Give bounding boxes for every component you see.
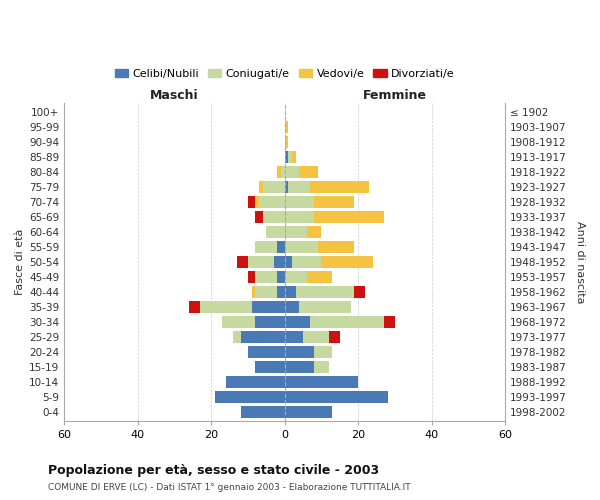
Bar (284, 226, 307, 238)
Bar (284, 121, 289, 134)
Bar (314, 196, 355, 208)
Bar (233, 331, 241, 343)
Bar (284, 241, 318, 254)
Bar (248, 256, 274, 268)
Bar (263, 181, 284, 194)
Bar (329, 331, 340, 343)
Bar (318, 241, 355, 254)
Bar (284, 361, 314, 373)
Bar (355, 286, 365, 298)
Bar (281, 166, 284, 178)
Bar (277, 286, 284, 298)
Bar (248, 271, 255, 283)
Bar (384, 316, 395, 328)
Bar (259, 181, 263, 194)
Bar (284, 316, 310, 328)
Bar (255, 271, 277, 283)
Bar (284, 181, 289, 194)
Text: Maschi: Maschi (150, 89, 199, 102)
Bar (284, 346, 314, 358)
Bar (255, 361, 284, 373)
Bar (292, 256, 322, 268)
Bar (314, 361, 329, 373)
Text: Popolazione per età, sesso e stato civile - 2003: Popolazione per età, sesso e stato civil… (48, 464, 379, 477)
Bar (299, 301, 351, 313)
Bar (251, 286, 255, 298)
Y-axis label: Anni di nascita: Anni di nascita (575, 221, 585, 304)
Bar (310, 181, 369, 194)
Bar (314, 211, 384, 224)
Bar (277, 166, 281, 178)
Bar (284, 286, 296, 298)
Bar (255, 241, 277, 254)
Bar (303, 331, 329, 343)
Bar (289, 151, 292, 164)
Bar (255, 196, 259, 208)
Bar (259, 196, 284, 208)
Bar (226, 376, 284, 388)
Bar (284, 391, 388, 403)
Bar (277, 241, 284, 254)
Text: Femmine: Femmine (363, 89, 427, 102)
Y-axis label: Fasce di età: Fasce di età (15, 229, 25, 296)
Bar (284, 331, 303, 343)
Bar (274, 256, 284, 268)
Bar (251, 301, 284, 313)
Bar (284, 256, 292, 268)
Bar (277, 271, 284, 283)
Bar (255, 286, 277, 298)
Bar (289, 181, 310, 194)
Bar (284, 151, 289, 164)
Bar (284, 196, 314, 208)
Bar (200, 301, 251, 313)
Bar (284, 376, 358, 388)
Bar (237, 256, 248, 268)
Bar (284, 211, 314, 224)
Bar (266, 226, 284, 238)
Bar (292, 151, 296, 164)
Bar (322, 256, 373, 268)
Bar (310, 316, 384, 328)
Text: COMUNE DI ERVE (LC) - Dati ISTAT 1° gennaio 2003 - Elaborazione TUTTITALIA.IT: COMUNE DI ERVE (LC) - Dati ISTAT 1° genn… (48, 484, 410, 492)
Bar (255, 211, 263, 224)
Bar (284, 166, 299, 178)
Bar (241, 406, 284, 418)
Bar (241, 331, 284, 343)
Bar (215, 391, 284, 403)
Bar (284, 301, 299, 313)
Bar (248, 346, 284, 358)
Bar (299, 166, 318, 178)
Bar (255, 316, 284, 328)
Bar (307, 271, 332, 283)
Bar (296, 286, 355, 298)
Bar (284, 136, 289, 148)
Bar (284, 271, 307, 283)
Legend: Celibi/Nubili, Coniugati/e, Vedovi/e, Divorziati/e: Celibi/Nubili, Coniugati/e, Vedovi/e, Di… (110, 64, 459, 84)
Bar (222, 316, 255, 328)
Bar (189, 301, 200, 313)
Bar (284, 406, 332, 418)
Bar (248, 196, 255, 208)
Bar (307, 226, 322, 238)
Bar (263, 211, 284, 224)
Bar (314, 346, 332, 358)
